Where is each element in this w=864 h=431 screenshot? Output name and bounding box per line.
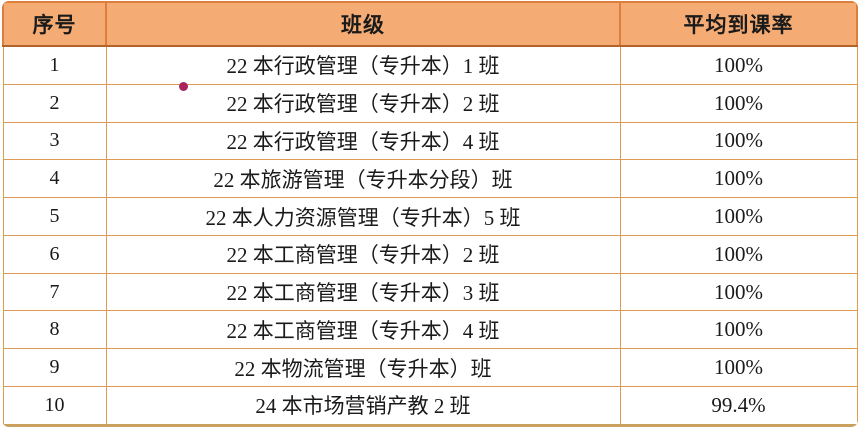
row-index-cell: 3 xyxy=(2,121,107,161)
row-index-cell: 6 xyxy=(2,234,107,274)
attendance-rate-cell: 100% xyxy=(619,45,858,85)
class-name-cell: 24 本市场营销产教 2 班 xyxy=(105,385,621,427)
table-row: 2 22 本行政管理（专升本）2 班 100% xyxy=(2,83,858,123)
attendance-table: 序号 班级 平均到课率 1 22 本行政管理（专升本）1 班 100% 2 22 本行政… xyxy=(2,1,858,427)
class-name-cell: 22 本工商管理（专升本）2 班 xyxy=(105,234,621,274)
attendance-rate-cell: 100% xyxy=(619,197,858,236)
class-name-cell: 22 本工商管理（专升本）4 班 xyxy=(105,310,621,350)
class-name-cell: 22 本行政管理（专升本）1 班 xyxy=(105,45,621,85)
row-index-cell: 1 xyxy=(2,45,107,85)
table-row: 4 22 本旅游管理（专升本分段）班 100% xyxy=(2,159,858,199)
attendance-rate-cell: 100% xyxy=(619,310,858,350)
class-name-cell: 22 本物流管理（专升本）班 xyxy=(105,348,621,387)
table-row: 7 22 本工商管理（专升本）3 班 100% xyxy=(2,272,858,312)
table-row: 1 22 本行政管理（专升本）1 班 100% xyxy=(2,45,858,85)
col-header-index: 序号 xyxy=(2,1,107,47)
attendance-table-wrap: 序号 班级 平均到课率 1 22 本行政管理（专升本）1 班 100% 2 22 本行政… xyxy=(2,1,858,427)
table-body: 1 22 本行政管理（专升本）1 班 100% 2 22 本行政管理（专升本）2 班 10… xyxy=(2,45,858,427)
row-index-cell: 10 xyxy=(2,385,107,427)
header-row: 序号 班级 平均到课率 xyxy=(2,1,858,47)
table-row: 5 22 本人力资源管理（专升本）5 班 100% xyxy=(2,197,858,236)
attendance-rate-cell: 100% xyxy=(619,234,858,274)
row-index-cell: 8 xyxy=(2,310,107,350)
row-index-cell: 2 xyxy=(2,83,107,123)
attendance-rate-cell: 99.4% xyxy=(619,385,858,427)
row-index-cell: 4 xyxy=(2,159,107,199)
table-row: 6 22 本工商管理（专升本）2 班 100% xyxy=(2,234,858,274)
class-name-cell: 22 本工商管理（专升本）3 班 xyxy=(105,272,621,312)
table-row: 10 24 本市场营销产教 2 班 99.4% xyxy=(2,385,858,427)
table-row: 3 22 本行政管理（专升本）4 班 100% xyxy=(2,121,858,161)
col-header-rate: 平均到课率 xyxy=(619,1,858,47)
row-index-cell: 7 xyxy=(2,272,107,312)
attendance-rate-cell: 100% xyxy=(619,272,858,312)
attendance-rate-cell: 100% xyxy=(619,121,858,161)
class-name-cell: 22 本人力资源管理（专升本）5 班 xyxy=(105,197,621,236)
attendance-rate-cell: 100% xyxy=(619,348,858,387)
table-row: 9 22 本物流管理（专升本）班 100% xyxy=(2,348,858,387)
col-header-class: 班级 xyxy=(105,1,621,47)
row-index-cell: 5 xyxy=(2,197,107,236)
attendance-rate-cell: 100% xyxy=(619,159,858,199)
table-row: 8 22 本工商管理（专升本）4 班 100% xyxy=(2,310,858,350)
row-index-cell: 9 xyxy=(2,348,107,387)
attendance-rate-cell: 100% xyxy=(619,83,858,123)
class-name-cell: 22 本旅游管理（专升本分段）班 xyxy=(105,159,621,199)
magenta-dot-icon xyxy=(179,82,188,91)
class-name-cell: 22 本行政管理（专升本）2 班 xyxy=(105,83,621,123)
class-name-cell: 22 本行政管理（专升本）4 班 xyxy=(105,121,621,161)
